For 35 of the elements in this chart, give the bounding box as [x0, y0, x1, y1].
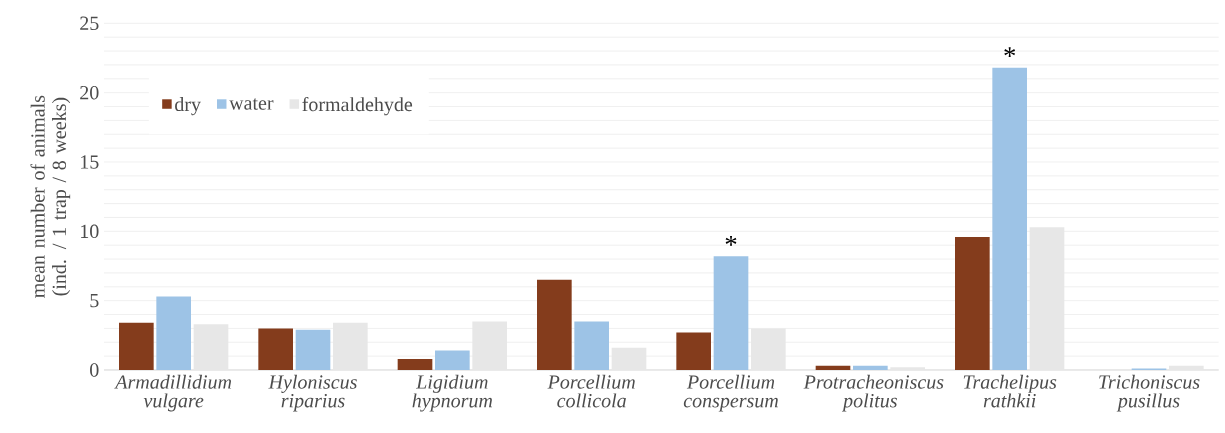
y-tick-label: 0 [90, 363, 99, 377]
bar [574, 321, 609, 370]
bar [119, 322, 154, 370]
legend-label: water [229, 98, 274, 110]
bar [713, 256, 749, 370]
annotation: * [1004, 47, 1016, 58]
bar [397, 358, 433, 370]
bar [676, 332, 711, 370]
y-tick-label: 15 [81, 155, 99, 169]
x-tick-label: Hyloniscus riparius [268, 374, 357, 412]
x-tick-label: Trachelipus rathkii [963, 374, 1057, 408]
bar [1169, 365, 1204, 370]
legend-label: dry [175, 97, 201, 116]
x-tick-label: Protracheoniscus politus [803, 374, 944, 412]
bar [815, 365, 851, 370]
y-tick-label: 5 [90, 294, 99, 308]
bar [156, 296, 191, 370]
bar [853, 365, 888, 370]
annotation: * [725, 235, 737, 246]
bar [435, 350, 470, 370]
y-axis-title: mean number of animals (ind. / 1 trap / 8 weeks) [30, 95, 71, 298]
x-tick-label: Armadillidium vulgare [114, 374, 232, 412]
bar [992, 67, 1027, 370]
x-tick-label: Porcellium conspersum [683, 374, 778, 412]
x-tick-label: Porcellium collicola [547, 374, 635, 408]
x-tick-label: Trichoniscus pusillus [1099, 374, 1200, 412]
bar [537, 279, 572, 370]
y-tick-label: 25 [80, 16, 99, 31]
bar [258, 328, 293, 370]
bar [295, 329, 331, 370]
bar [955, 236, 990, 370]
y-tick-label: 10 [81, 224, 99, 239]
x-tick-label: Ligidium hypnorum [412, 374, 493, 412]
y-tick-label: 20 [80, 85, 99, 100]
legend-label: formaldehyde [302, 96, 413, 116]
